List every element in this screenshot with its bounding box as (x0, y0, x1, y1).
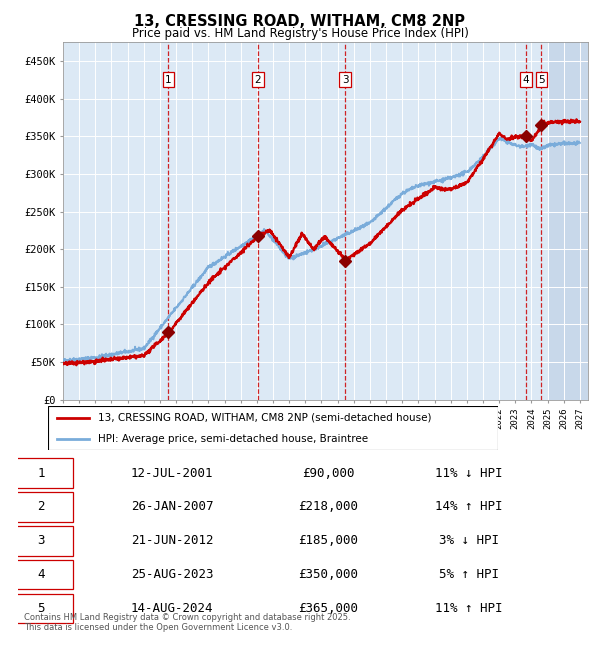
Text: 1: 1 (165, 75, 172, 84)
Text: 5: 5 (37, 602, 45, 615)
Text: 5: 5 (538, 75, 545, 84)
Text: £365,000: £365,000 (298, 602, 358, 615)
Text: HPI: Average price, semi-detached house, Braintree: HPI: Average price, semi-detached house,… (97, 434, 368, 444)
Text: 13, CRESSING ROAD, WITHAM, CM8 2NP (semi-detached house): 13, CRESSING ROAD, WITHAM, CM8 2NP (semi… (97, 413, 431, 423)
Text: 14-AUG-2024: 14-AUG-2024 (131, 602, 214, 615)
Text: 3: 3 (37, 534, 45, 547)
Text: Contains HM Land Registry data © Crown copyright and database right 2025.
This d: Contains HM Land Registry data © Crown c… (24, 613, 350, 632)
FancyBboxPatch shape (10, 526, 73, 556)
Text: 1: 1 (37, 467, 45, 480)
Text: 11% ↑ HPI: 11% ↑ HPI (436, 602, 503, 615)
Text: 3% ↓ HPI: 3% ↓ HPI (439, 534, 499, 547)
Text: £350,000: £350,000 (298, 568, 358, 581)
Text: 5% ↑ HPI: 5% ↑ HPI (439, 568, 499, 581)
Text: £185,000: £185,000 (298, 534, 358, 547)
Text: 11% ↓ HPI: 11% ↓ HPI (436, 467, 503, 480)
Text: 2: 2 (254, 75, 261, 84)
FancyBboxPatch shape (10, 560, 73, 590)
Text: 3: 3 (342, 75, 349, 84)
Text: 12-JUL-2001: 12-JUL-2001 (131, 467, 214, 480)
Text: 4: 4 (523, 75, 529, 84)
Text: 21-JUN-2012: 21-JUN-2012 (131, 534, 214, 547)
Text: Price paid vs. HM Land Registry's House Price Index (HPI): Price paid vs. HM Land Registry's House … (131, 27, 469, 40)
Text: 2: 2 (37, 500, 45, 514)
Text: £90,000: £90,000 (302, 467, 355, 480)
FancyBboxPatch shape (10, 458, 73, 488)
FancyBboxPatch shape (10, 492, 73, 522)
Text: 26-JAN-2007: 26-JAN-2007 (131, 500, 214, 514)
Text: 4: 4 (37, 568, 45, 581)
FancyBboxPatch shape (10, 593, 73, 623)
Text: 13, CRESSING ROAD, WITHAM, CM8 2NP: 13, CRESSING ROAD, WITHAM, CM8 2NP (134, 14, 466, 29)
Text: 25-AUG-2023: 25-AUG-2023 (131, 568, 214, 581)
Bar (548, 42, 600, 400)
Text: £218,000: £218,000 (298, 500, 358, 514)
Text: 14% ↑ HPI: 14% ↑ HPI (436, 500, 503, 514)
